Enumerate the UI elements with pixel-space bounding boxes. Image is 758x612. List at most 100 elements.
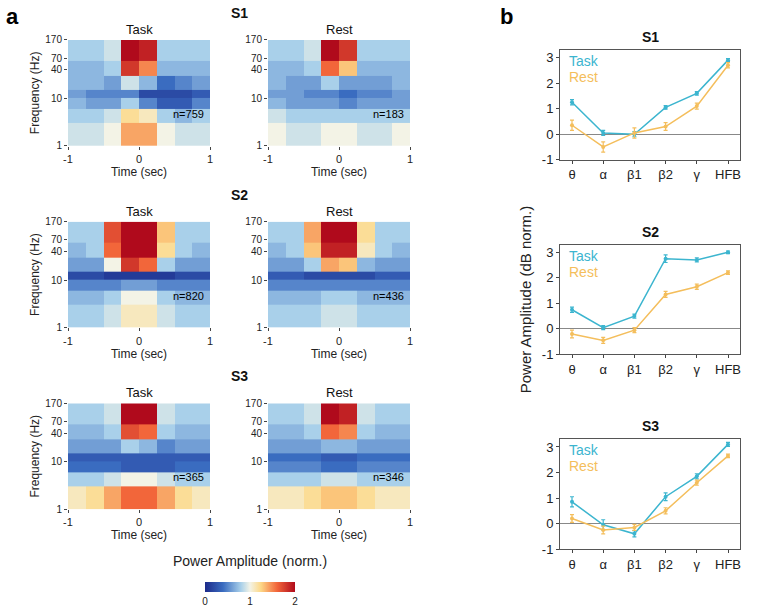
svg-text:γ: γ xyxy=(694,557,701,572)
svg-text:0: 0 xyxy=(136,335,142,347)
svg-text:40: 40 xyxy=(51,246,63,257)
svg-text:10: 10 xyxy=(251,456,263,467)
svg-text:70: 70 xyxy=(51,234,63,245)
svg-text:10: 10 xyxy=(251,93,263,104)
svg-text:S3: S3 xyxy=(231,368,248,384)
svg-text:Task: Task xyxy=(569,442,599,458)
svg-text:0: 0 xyxy=(136,153,142,165)
svg-text:1: 1 xyxy=(207,516,213,528)
svg-text:-1: -1 xyxy=(263,516,273,528)
svg-text:1: 1 xyxy=(546,491,553,506)
svg-text:S1: S1 xyxy=(231,5,248,21)
svg-text:S1: S1 xyxy=(642,29,659,45)
svg-text:170: 170 xyxy=(245,34,262,45)
svg-text:1: 1 xyxy=(407,516,413,528)
svg-text:70: 70 xyxy=(51,416,63,427)
svg-text:b: b xyxy=(500,4,513,29)
svg-text:α: α xyxy=(599,362,607,377)
svg-text:S3: S3 xyxy=(642,418,659,434)
svg-text:-1: -1 xyxy=(263,153,273,165)
svg-text:2: 2 xyxy=(546,76,553,91)
svg-text:-1: -1 xyxy=(63,335,73,347)
svg-text:β1: β1 xyxy=(627,362,642,377)
svg-text:10: 10 xyxy=(51,93,63,104)
svg-text:Time (sec): Time (sec) xyxy=(311,347,367,361)
svg-text:S2: S2 xyxy=(231,187,248,203)
svg-text:Power Amplitude (norm.): Power Amplitude (norm.) xyxy=(173,553,327,569)
svg-text:Power Amplitude (dB norm.): Power Amplitude (dB norm.) xyxy=(517,206,534,394)
svg-text:1: 1 xyxy=(256,504,262,515)
svg-text:1: 1 xyxy=(407,153,413,165)
svg-text:β2: β2 xyxy=(658,362,673,377)
svg-text:Time (sec): Time (sec) xyxy=(311,165,367,179)
svg-text:10: 10 xyxy=(51,275,63,286)
svg-text:Frequency (Hz): Frequency (Hz) xyxy=(28,52,42,135)
svg-text:70: 70 xyxy=(251,53,263,64)
svg-text:0: 0 xyxy=(336,153,342,165)
svg-text:40: 40 xyxy=(51,428,63,439)
svg-text:0: 0 xyxy=(202,596,208,607)
svg-text:1: 1 xyxy=(256,322,262,333)
svg-text:γ: γ xyxy=(694,167,701,182)
svg-text:1: 1 xyxy=(56,504,62,515)
svg-text:170: 170 xyxy=(45,216,62,227)
svg-text:β2: β2 xyxy=(658,167,673,182)
svg-text:2: 2 xyxy=(546,270,553,285)
svg-text:β2: β2 xyxy=(658,557,673,572)
svg-text:70: 70 xyxy=(51,53,63,64)
svg-text:θ: θ xyxy=(568,557,575,572)
svg-text:170: 170 xyxy=(245,216,262,227)
svg-text:θ: θ xyxy=(568,362,575,377)
svg-text:1: 1 xyxy=(546,101,553,116)
svg-text:40: 40 xyxy=(51,64,63,75)
svg-text:1: 1 xyxy=(207,153,213,165)
svg-text:Rest: Rest xyxy=(569,458,598,474)
svg-text:0: 0 xyxy=(136,516,142,528)
svg-text:α: α xyxy=(599,557,607,572)
svg-text:n=436: n=436 xyxy=(373,290,404,302)
svg-text:n=365: n=365 xyxy=(173,471,204,483)
svg-text:10: 10 xyxy=(51,456,63,467)
svg-text:Time (sec): Time (sec) xyxy=(111,528,167,542)
svg-text:3: 3 xyxy=(546,50,553,65)
svg-text:γ: γ xyxy=(694,362,701,377)
svg-text:-1: -1 xyxy=(542,152,554,167)
svg-text:a: a xyxy=(6,4,19,29)
svg-text:Rest: Rest xyxy=(326,204,353,219)
svg-text:3: 3 xyxy=(546,245,553,260)
svg-text:HFB: HFB xyxy=(715,362,741,377)
svg-text:-1: -1 xyxy=(63,153,73,165)
svg-text:1: 1 xyxy=(56,322,62,333)
svg-text:n=759: n=759 xyxy=(173,108,204,120)
svg-text:Frequency (Hz): Frequency (Hz) xyxy=(28,415,42,498)
svg-text:170: 170 xyxy=(245,398,262,409)
svg-text:1: 1 xyxy=(247,596,253,607)
svg-text:Time (sec): Time (sec) xyxy=(311,528,367,542)
svg-text:0: 0 xyxy=(336,335,342,347)
svg-text:Rest: Rest xyxy=(569,264,598,280)
svg-text:Time (sec): Time (sec) xyxy=(111,165,167,179)
svg-text:170: 170 xyxy=(45,398,62,409)
svg-text:n=346: n=346 xyxy=(373,471,404,483)
svg-text:0: 0 xyxy=(546,127,553,142)
svg-text:2: 2 xyxy=(292,596,298,607)
svg-text:-1: -1 xyxy=(542,542,554,557)
svg-text:0: 0 xyxy=(546,321,553,336)
svg-text:-1: -1 xyxy=(63,516,73,528)
svg-text:n=820: n=820 xyxy=(173,290,204,302)
svg-text:HFB: HFB xyxy=(715,557,741,572)
svg-text:n=183: n=183 xyxy=(373,108,404,120)
svg-text:-1: -1 xyxy=(263,335,273,347)
svg-text:Rest: Rest xyxy=(326,22,353,37)
svg-text:1: 1 xyxy=(256,140,262,151)
svg-text:Task: Task xyxy=(126,22,153,37)
svg-text:Rest: Rest xyxy=(326,385,353,400)
svg-text:Rest: Rest xyxy=(569,69,598,85)
svg-text:0: 0 xyxy=(336,516,342,528)
svg-text:3: 3 xyxy=(546,439,553,454)
svg-text:Time (sec): Time (sec) xyxy=(111,347,167,361)
svg-text:1: 1 xyxy=(207,335,213,347)
svg-text:Task: Task xyxy=(126,204,153,219)
svg-text:θ: θ xyxy=(568,167,575,182)
svg-text:Task: Task xyxy=(569,248,599,264)
